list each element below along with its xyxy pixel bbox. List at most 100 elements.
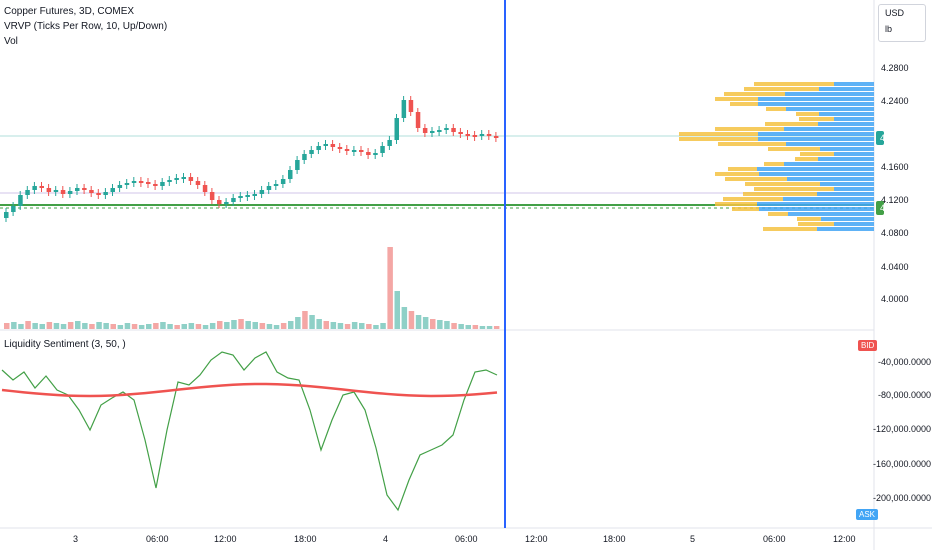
candle <box>231 198 236 202</box>
candle <box>458 132 463 134</box>
time-axis-label: 5 <box>690 534 696 544</box>
time-axis-label: 06:00 <box>763 534 786 544</box>
candle <box>217 200 222 204</box>
volume-profile-row <box>743 192 817 196</box>
volume-profile-row <box>783 197 874 201</box>
candle <box>295 160 300 170</box>
indicator-axis-label: -160,000.0000 <box>873 459 932 469</box>
volume-profile-row <box>818 122 874 126</box>
volume-bar <box>25 321 31 329</box>
volume-profile-row <box>785 92 874 96</box>
candle <box>316 146 321 150</box>
volume-profile-row <box>728 167 757 171</box>
candle <box>110 188 115 192</box>
candle <box>309 150 314 154</box>
time-axis-label: 18:00 <box>294 534 317 544</box>
volume-profile-row <box>817 192 874 196</box>
ask-badge: ASK <box>856 509 879 520</box>
currency-label[interactable]: USD <box>885 8 905 18</box>
volume-bar <box>224 322 230 329</box>
volume-profile-row <box>834 117 874 121</box>
volume-bar <box>330 322 337 329</box>
volume-bar <box>351 322 358 329</box>
volume-profile-row <box>715 97 758 101</box>
volume-profile-row <box>786 107 874 111</box>
time-axis-label: 18:00 <box>603 534 626 544</box>
candle <box>245 195 250 197</box>
volume-profile-row <box>766 107 786 111</box>
candle <box>422 128 428 133</box>
volume-bar <box>401 307 408 329</box>
volume-bar <box>465 325 471 329</box>
vrvp-legend[interactable]: VRVP (Ticks Per Row, 10, Up/Down) <box>4 21 168 32</box>
volume-profile-row <box>834 82 874 86</box>
symbol-title[interactable]: Copper Futures, 3D, COMEX <box>4 6 135 17</box>
volume-profile-row <box>724 92 785 96</box>
volume-bar <box>486 326 493 329</box>
candle <box>46 188 52 192</box>
candle <box>401 100 407 118</box>
volume-bar <box>493 326 500 329</box>
volume-bar <box>96 322 102 329</box>
volume-bar <box>60 324 67 329</box>
volume-profile-row <box>725 177 787 181</box>
time-axis-label: 12:00 <box>214 534 237 544</box>
unit-selector[interactable]: USD lb <box>878 4 926 42</box>
volume-bar <box>238 319 244 329</box>
volume-profile-row <box>768 212 788 216</box>
candle <box>131 181 137 183</box>
price-axis-label: 4.2400 <box>881 96 909 106</box>
candle <box>82 188 87 190</box>
volume-bar <box>373 325 379 329</box>
time-axis-label: 06:00 <box>455 534 478 544</box>
sentiment-baseline <box>1 382 498 398</box>
volume-bar <box>479 326 486 329</box>
volume-bar <box>430 319 436 329</box>
volume-bar <box>245 321 251 329</box>
volume-bar <box>394 291 400 329</box>
candle <box>4 212 9 218</box>
volume-bar <box>387 247 393 329</box>
candle <box>330 144 336 147</box>
candle <box>288 170 293 179</box>
volume-bar <box>437 320 443 329</box>
volume-profile-row <box>723 197 783 201</box>
candle <box>337 147 343 149</box>
bid-badge: BID <box>858 340 878 351</box>
volume-profile-row <box>764 162 784 166</box>
indicator-title[interactable]: Liquidity Sentiment (3, 50, ) <box>4 339 126 350</box>
volume-bar <box>167 324 173 329</box>
indicator-axis-label: -80,000.0000 <box>878 390 932 400</box>
volume-bar <box>451 323 457 329</box>
volume-bar <box>153 323 159 329</box>
candle <box>67 191 73 194</box>
candle <box>359 150 364 152</box>
candle <box>394 118 399 140</box>
candle <box>117 185 123 188</box>
volume-profile-row <box>797 217 821 221</box>
volume-profile-row <box>768 147 820 151</box>
volume-profile-row <box>800 152 834 156</box>
candle <box>160 182 165 186</box>
unit-label[interactable]: lb <box>885 24 893 34</box>
volume-bar <box>280 323 287 329</box>
volume-legend[interactable]: Vol <box>4 36 18 47</box>
volume-profile-row <box>819 112 874 116</box>
volume-bar <box>209 323 216 329</box>
volume-bar <box>11 322 17 329</box>
volume-profile-row <box>758 97 874 101</box>
volume-bar <box>18 324 24 329</box>
volume-bar <box>295 317 301 329</box>
volume-bar <box>117 325 124 329</box>
volume-profile-row <box>758 102 874 106</box>
price-axis-label: 4.0000 <box>881 294 909 304</box>
candle <box>53 190 59 192</box>
candle <box>39 186 44 188</box>
volume-profile-row <box>784 162 874 166</box>
volume-profile-row <box>799 117 834 121</box>
volume-profile-row <box>818 157 874 161</box>
volume-bar <box>231 320 237 329</box>
volume-bar <box>110 324 116 329</box>
last-price-tag: 4.1965 <box>876 131 908 145</box>
